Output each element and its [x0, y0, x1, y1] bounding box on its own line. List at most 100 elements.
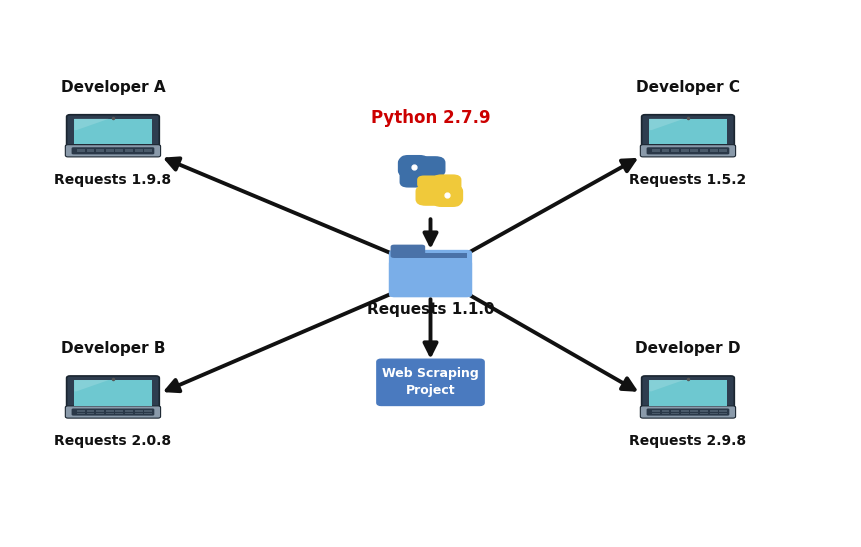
- Bar: [77, 411, 85, 412]
- Bar: [691, 411, 698, 412]
- Bar: [709, 150, 717, 151]
- Bar: [106, 410, 114, 411]
- Bar: [86, 412, 95, 414]
- Bar: [77, 412, 85, 414]
- Bar: [86, 410, 95, 411]
- Bar: [144, 410, 152, 411]
- FancyBboxPatch shape: [417, 176, 449, 189]
- FancyBboxPatch shape: [394, 253, 467, 258]
- Polygon shape: [649, 119, 684, 130]
- Text: Web Scraping
Project: Web Scraping Project: [382, 368, 479, 397]
- Bar: [115, 410, 123, 411]
- Bar: [134, 410, 143, 411]
- Bar: [671, 410, 679, 411]
- Bar: [681, 411, 689, 412]
- Bar: [125, 410, 133, 411]
- Bar: [125, 411, 133, 412]
- Polygon shape: [649, 380, 684, 391]
- Bar: [86, 150, 95, 151]
- Bar: [700, 410, 708, 411]
- FancyBboxPatch shape: [398, 156, 445, 177]
- Text: Requests 1.5.2: Requests 1.5.2: [629, 173, 746, 187]
- FancyBboxPatch shape: [641, 115, 734, 148]
- Bar: [134, 412, 143, 414]
- Bar: [719, 412, 728, 414]
- Bar: [96, 411, 104, 412]
- Bar: [661, 150, 670, 151]
- FancyBboxPatch shape: [66, 115, 159, 148]
- Text: Developer D: Developer D: [635, 341, 740, 356]
- Polygon shape: [74, 380, 108, 391]
- Bar: [661, 410, 670, 411]
- Bar: [115, 412, 123, 414]
- Bar: [652, 150, 660, 151]
- Bar: [671, 412, 679, 414]
- Bar: [661, 412, 670, 414]
- Text: Python 2.7.9: Python 2.7.9: [371, 108, 490, 126]
- FancyBboxPatch shape: [641, 406, 735, 418]
- FancyBboxPatch shape: [416, 185, 463, 206]
- Bar: [125, 412, 133, 414]
- Text: Developer C: Developer C: [636, 80, 740, 95]
- FancyBboxPatch shape: [71, 147, 154, 154]
- FancyBboxPatch shape: [66, 376, 159, 410]
- Bar: [709, 411, 717, 412]
- FancyBboxPatch shape: [65, 406, 161, 418]
- FancyBboxPatch shape: [433, 174, 461, 207]
- Bar: [96, 412, 104, 414]
- FancyBboxPatch shape: [71, 409, 154, 416]
- Text: Developer A: Developer A: [60, 80, 165, 95]
- Bar: [652, 411, 660, 412]
- FancyBboxPatch shape: [400, 155, 428, 188]
- Bar: [96, 410, 104, 411]
- Bar: [681, 410, 689, 411]
- Bar: [125, 150, 133, 151]
- Bar: [709, 412, 717, 414]
- FancyBboxPatch shape: [74, 119, 152, 144]
- Bar: [106, 150, 114, 151]
- Text: Requests 1.1.0: Requests 1.1.0: [367, 302, 494, 317]
- Bar: [719, 150, 728, 151]
- FancyBboxPatch shape: [647, 409, 729, 416]
- Bar: [719, 410, 728, 411]
- FancyBboxPatch shape: [65, 144, 161, 157]
- FancyBboxPatch shape: [389, 260, 472, 297]
- Bar: [134, 411, 143, 412]
- FancyBboxPatch shape: [641, 376, 734, 410]
- Bar: [681, 412, 689, 414]
- FancyBboxPatch shape: [391, 245, 425, 258]
- Bar: [96, 150, 104, 151]
- Bar: [77, 410, 85, 411]
- FancyBboxPatch shape: [389, 250, 472, 297]
- Bar: [144, 150, 152, 151]
- FancyBboxPatch shape: [649, 380, 727, 406]
- Bar: [115, 150, 123, 151]
- Bar: [144, 412, 152, 414]
- Bar: [106, 411, 114, 412]
- Bar: [652, 412, 660, 414]
- FancyBboxPatch shape: [647, 147, 729, 154]
- FancyBboxPatch shape: [377, 359, 484, 405]
- Bar: [77, 150, 85, 151]
- Bar: [661, 411, 670, 412]
- Text: Requests 1.9.8: Requests 1.9.8: [54, 173, 171, 187]
- FancyBboxPatch shape: [412, 173, 444, 187]
- Bar: [106, 412, 114, 414]
- Bar: [671, 150, 679, 151]
- FancyBboxPatch shape: [641, 144, 735, 157]
- Bar: [691, 412, 698, 414]
- Bar: [700, 412, 708, 414]
- Bar: [134, 150, 143, 151]
- FancyBboxPatch shape: [74, 380, 152, 406]
- Text: Requests 2.9.8: Requests 2.9.8: [629, 434, 746, 448]
- Bar: [115, 411, 123, 412]
- Bar: [652, 410, 660, 411]
- Bar: [681, 150, 689, 151]
- Bar: [144, 411, 152, 412]
- Text: Developer B: Developer B: [61, 341, 165, 356]
- Bar: [691, 410, 698, 411]
- FancyBboxPatch shape: [649, 119, 727, 144]
- Bar: [700, 150, 708, 151]
- Polygon shape: [74, 119, 108, 130]
- Bar: [671, 411, 679, 412]
